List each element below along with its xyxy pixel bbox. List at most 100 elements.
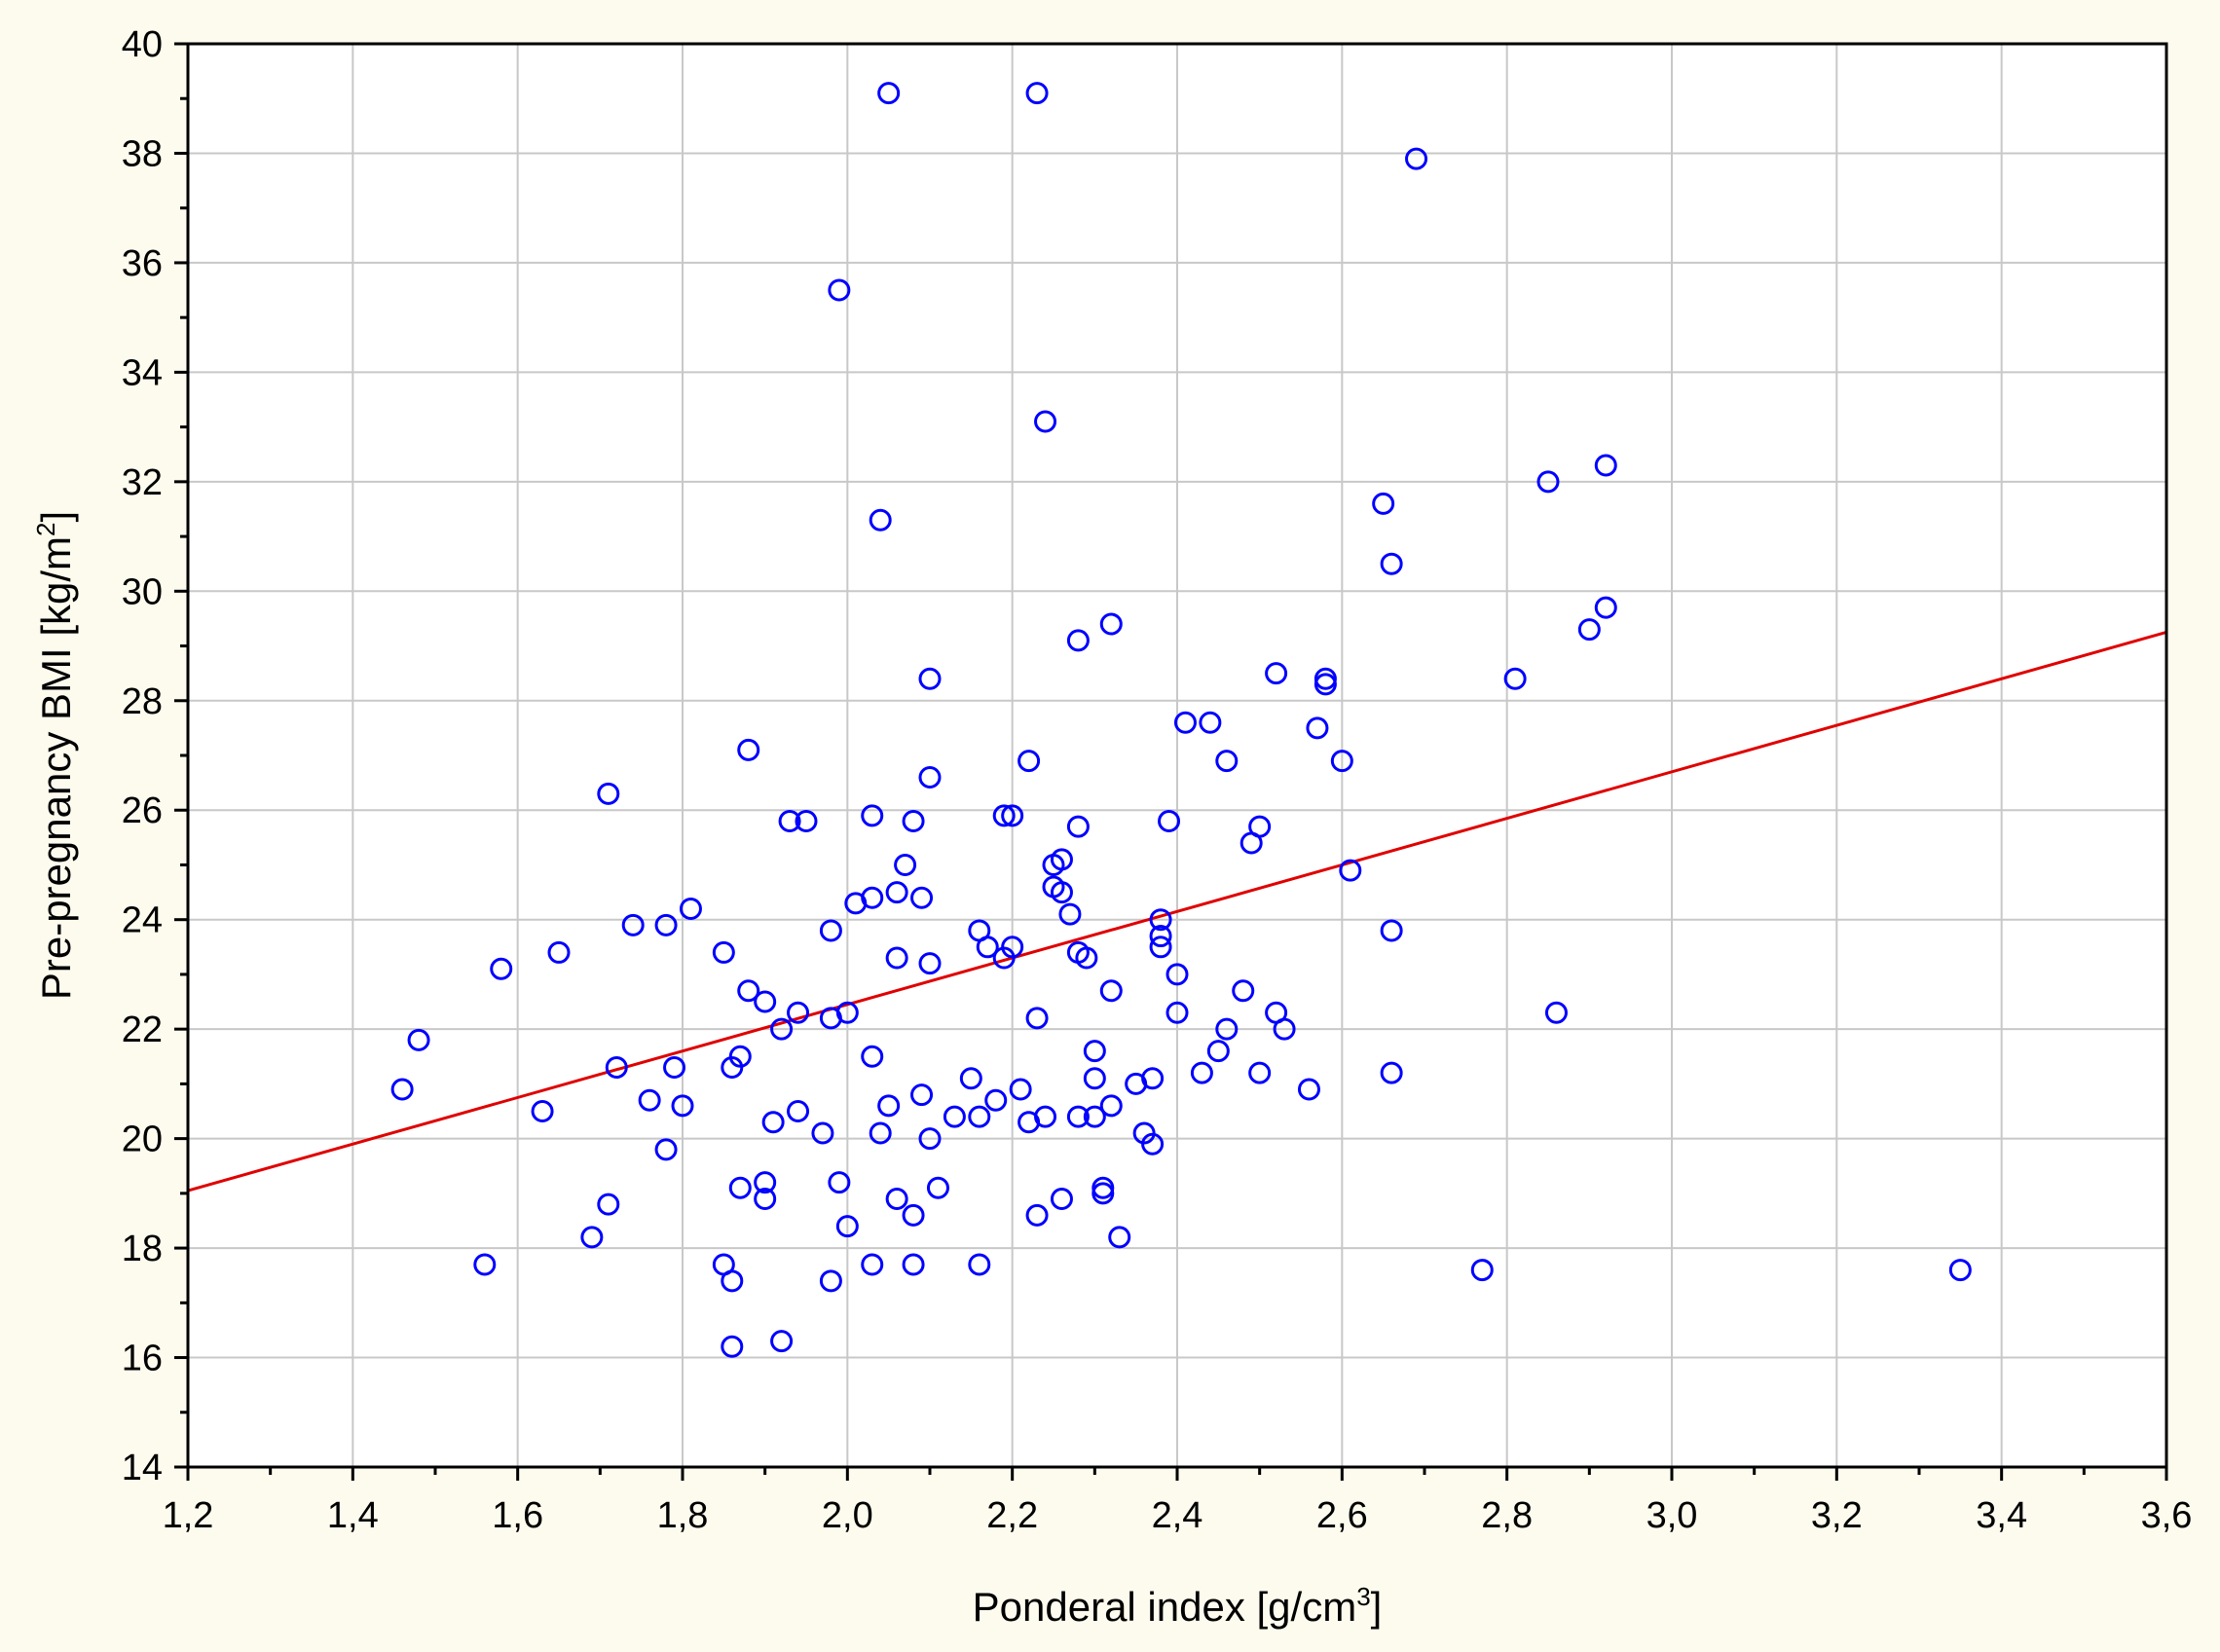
data-point bbox=[1066, 1105, 1090, 1128]
data-point bbox=[737, 979, 760, 1003]
y-axis-title-text: Pre-pregnancy BMI [kg/m bbox=[33, 536, 79, 1000]
data-point bbox=[1544, 1001, 1568, 1024]
data-point bbox=[754, 990, 777, 1013]
data-point bbox=[1025, 82, 1049, 105]
data-point bbox=[943, 1105, 966, 1128]
data-point bbox=[902, 1253, 925, 1276]
data-point bbox=[910, 886, 934, 909]
data-point bbox=[1380, 552, 1403, 575]
data-point bbox=[1075, 946, 1098, 970]
data-point bbox=[754, 1187, 777, 1210]
data-point bbox=[1099, 979, 1123, 1003]
y-tick-labels: 14 16 18 20 22 24 26 28 30 32 34 36 38 40 bbox=[122, 24, 163, 1488]
data-point bbox=[959, 1067, 982, 1090]
data-point bbox=[1141, 1132, 1165, 1156]
data-point bbox=[490, 957, 513, 980]
data-point bbox=[1206, 1040, 1230, 1063]
data-point bbox=[1018, 750, 1041, 773]
data-point bbox=[1215, 1017, 1239, 1041]
data-point bbox=[1083, 1105, 1106, 1128]
data-point bbox=[968, 1105, 991, 1128]
data-point bbox=[819, 1269, 842, 1293]
data-point bbox=[918, 1127, 942, 1151]
data-point bbox=[835, 1001, 859, 1024]
data-point bbox=[1149, 936, 1172, 959]
data-point bbox=[1248, 815, 1272, 838]
data-point bbox=[910, 1083, 934, 1107]
data-point bbox=[1050, 1187, 1073, 1210]
y-tick-label: 34 bbox=[122, 352, 163, 393]
x-tick-label: 2,4 bbox=[1152, 1495, 1203, 1536]
x-tick-label: 3,2 bbox=[1811, 1495, 1863, 1536]
x-tick-label: 2,2 bbox=[986, 1495, 1038, 1536]
data-point bbox=[902, 809, 925, 832]
data-point bbox=[984, 1088, 1008, 1112]
y-axis-title: Pre-pregnancy BMI [kg/m2] bbox=[31, 511, 79, 1000]
x-tick-label: 3,6 bbox=[2141, 1495, 2193, 1536]
x-axis-title-end: ] bbox=[1371, 1584, 1383, 1630]
x-tick-label: 2,8 bbox=[1481, 1495, 1533, 1536]
data-point bbox=[1405, 147, 1428, 170]
data-point bbox=[992, 804, 1016, 827]
y-tick-label: 26 bbox=[122, 790, 163, 831]
data-point bbox=[1166, 963, 1189, 986]
regression-line bbox=[187, 631, 2167, 1193]
x-tick-label: 1,4 bbox=[327, 1495, 379, 1536]
data-points bbox=[390, 82, 1972, 1358]
y-tick-label: 22 bbox=[122, 1010, 163, 1050]
data-point bbox=[1025, 1007, 1049, 1030]
y-tick-label: 24 bbox=[122, 900, 163, 941]
data-point bbox=[1158, 809, 1181, 832]
data-point bbox=[531, 1100, 554, 1122]
data-point bbox=[1149, 908, 1172, 932]
y-tick-label: 32 bbox=[122, 462, 163, 503]
data-point bbox=[828, 1171, 851, 1194]
data-point bbox=[1503, 667, 1527, 690]
data-point bbox=[605, 1056, 628, 1080]
data-point bbox=[737, 738, 760, 761]
data-point bbox=[861, 1253, 884, 1276]
data-point bbox=[877, 1094, 901, 1118]
data-point bbox=[390, 1078, 414, 1101]
data-point bbox=[1330, 750, 1353, 773]
regression-line-group bbox=[187, 631, 2167, 1193]
data-point bbox=[654, 913, 678, 936]
data-point bbox=[1470, 1259, 1494, 1282]
data-point bbox=[1215, 750, 1239, 773]
data-point bbox=[1025, 1203, 1049, 1227]
data-point bbox=[1099, 612, 1123, 636]
data-point bbox=[638, 1088, 661, 1112]
data-point bbox=[671, 1094, 694, 1118]
data-point bbox=[1173, 711, 1197, 734]
data-point bbox=[712, 940, 735, 964]
data-point bbox=[968, 1253, 991, 1276]
y-tick-label: 36 bbox=[122, 243, 163, 284]
data-point bbox=[754, 1171, 777, 1194]
x-tick-label: 1,2 bbox=[163, 1495, 214, 1536]
x-tick-label: 2,6 bbox=[1316, 1495, 1368, 1536]
data-point bbox=[721, 1269, 744, 1293]
data-point bbox=[1141, 1067, 1165, 1090]
data-point bbox=[1092, 1182, 1115, 1205]
data-point bbox=[547, 940, 571, 964]
data-point bbox=[795, 809, 818, 832]
data-point bbox=[1306, 716, 1329, 740]
data-point bbox=[918, 667, 942, 690]
data-point bbox=[580, 1226, 604, 1249]
y-axis-title-sup: 2 bbox=[31, 523, 60, 536]
data-point bbox=[819, 919, 842, 942]
data-point bbox=[1248, 1061, 1272, 1084]
data-point bbox=[828, 278, 851, 302]
data-point bbox=[721, 1335, 744, 1358]
data-point bbox=[835, 1215, 859, 1238]
data-point bbox=[1339, 859, 1362, 882]
x-tick-label: 1,8 bbox=[657, 1495, 709, 1536]
data-point bbox=[1190, 1061, 1213, 1084]
data-point bbox=[1001, 936, 1024, 959]
y-tick-label: 30 bbox=[122, 571, 163, 612]
data-point bbox=[1166, 1001, 1189, 1024]
x-tick-label: 1,6 bbox=[492, 1495, 543, 1536]
data-point bbox=[1314, 673, 1337, 696]
data-point bbox=[1199, 711, 1222, 734]
data-point bbox=[1232, 979, 1255, 1003]
